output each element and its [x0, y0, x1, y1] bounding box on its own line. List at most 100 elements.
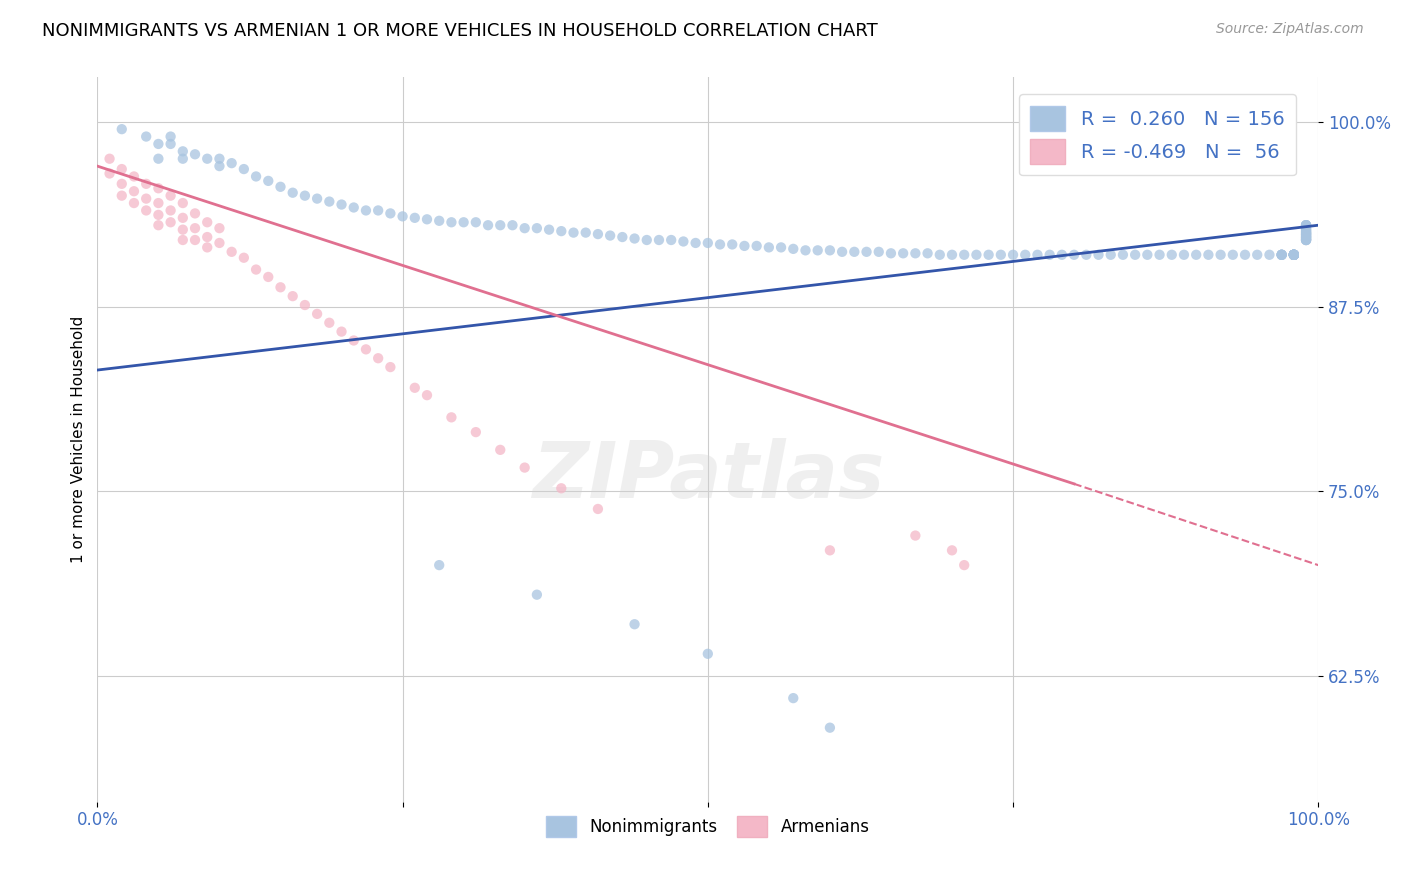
Point [1063, 248, 1085, 262]
Point [232, 251, 254, 265]
Point [1295, 228, 1317, 243]
Point [831, 244, 853, 259]
Point [1295, 227, 1317, 241]
Point [1295, 227, 1317, 241]
Point [135, 203, 157, 218]
Point [477, 218, 499, 232]
Point [195, 240, 218, 254]
Point [672, 235, 695, 249]
Point [1258, 248, 1281, 262]
Point [1295, 233, 1317, 247]
Point [159, 215, 181, 229]
Point [148, 208, 170, 222]
Point [1295, 228, 1317, 243]
Text: NONIMMIGRANTS VS ARMENIAN 1 OR MORE VEHICLES IN HOUSEHOLD CORRELATION CHART: NONIMMIGRANTS VS ARMENIAN 1 OR MORE VEHI… [42, 22, 877, 40]
Point [269, 280, 291, 294]
Point [990, 248, 1012, 262]
Point [427, 558, 450, 573]
Point [1295, 231, 1317, 245]
Point [354, 203, 377, 218]
Point [257, 174, 280, 188]
Point [195, 230, 218, 244]
Point [1050, 248, 1073, 262]
Point [159, 188, 181, 202]
Point [416, 388, 439, 402]
Point [1295, 226, 1317, 240]
Point [696, 647, 718, 661]
Point [172, 233, 194, 247]
Point [1295, 218, 1317, 232]
Point [868, 244, 890, 259]
Point [269, 179, 291, 194]
Point [148, 218, 170, 232]
Point [404, 211, 426, 225]
Point [281, 186, 304, 200]
Point [844, 244, 866, 259]
Point [1295, 230, 1317, 244]
Point [1185, 248, 1208, 262]
Point [195, 215, 218, 229]
Point [281, 289, 304, 303]
Point [1209, 248, 1232, 262]
Text: Source: ZipAtlas.com: Source: ZipAtlas.com [1216, 22, 1364, 37]
Point [195, 152, 218, 166]
Point [1295, 222, 1317, 236]
Point [294, 298, 316, 312]
Point [111, 177, 134, 191]
Point [1197, 248, 1219, 262]
Point [1295, 224, 1317, 238]
Point [367, 203, 389, 218]
Point [380, 360, 402, 375]
Point [245, 169, 267, 184]
Point [1295, 226, 1317, 240]
Point [599, 228, 621, 243]
Point [782, 242, 804, 256]
Point [941, 543, 963, 558]
Point [1234, 248, 1257, 262]
Point [709, 237, 731, 252]
Point [1087, 248, 1109, 262]
Point [343, 201, 366, 215]
Point [1282, 248, 1305, 262]
Point [489, 218, 512, 232]
Point [1099, 248, 1122, 262]
Point [1282, 248, 1305, 262]
Point [1282, 248, 1305, 262]
Text: ZIPatlas: ZIPatlas [531, 438, 884, 514]
Point [586, 502, 609, 516]
Point [380, 206, 402, 220]
Point [354, 343, 377, 357]
Point [1222, 248, 1244, 262]
Y-axis label: 1 or more Vehicles in Household: 1 or more Vehicles in Household [72, 316, 86, 563]
Point [1271, 248, 1294, 262]
Point [440, 215, 463, 229]
Point [208, 235, 231, 250]
Point [1282, 248, 1305, 262]
Point [1295, 224, 1317, 238]
Point [208, 159, 231, 173]
Point [758, 240, 780, 254]
Point [1295, 227, 1317, 241]
Point [977, 248, 1000, 262]
Point [917, 246, 939, 260]
Point [513, 460, 536, 475]
Point [904, 528, 927, 542]
Point [307, 307, 329, 321]
Point [1295, 218, 1317, 232]
Point [1271, 248, 1294, 262]
Point [122, 184, 145, 198]
Point [1271, 248, 1294, 262]
Point [404, 381, 426, 395]
Point [208, 152, 231, 166]
Point [550, 224, 572, 238]
Point [1014, 248, 1036, 262]
Point [904, 246, 927, 260]
Point [1026, 248, 1049, 262]
Point [1282, 248, 1305, 262]
Point [122, 169, 145, 184]
Point [745, 239, 768, 253]
Point [818, 721, 841, 735]
Point [880, 246, 903, 260]
Point [659, 233, 682, 247]
Point [1295, 230, 1317, 244]
